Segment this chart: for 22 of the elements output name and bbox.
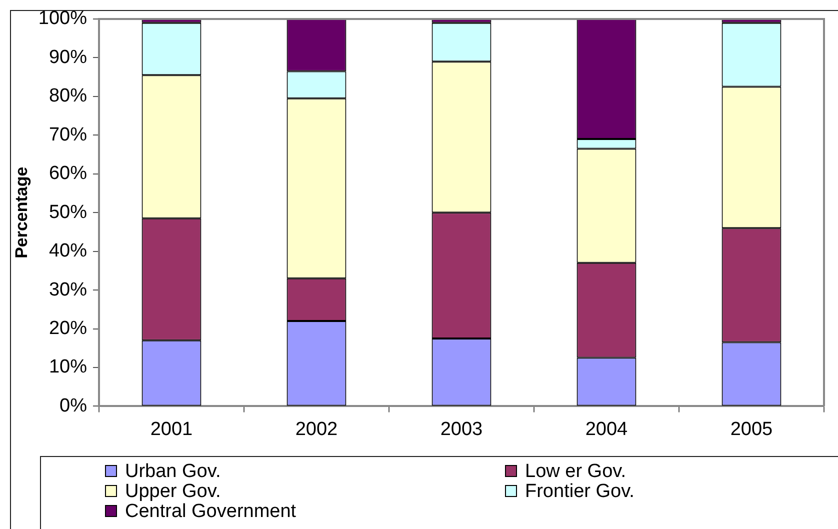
x-tick-label: 2004 (585, 418, 628, 440)
legend-label: Low er Gov. (525, 461, 626, 482)
x-tick-label: 2002 (295, 418, 338, 440)
legend-label: Central Government (125, 501, 297, 522)
y-tick-label: 60% (48, 163, 88, 184)
y-tick-label: 30% (48, 279, 88, 300)
x-tick-label: 2003 (440, 418, 483, 440)
legend-label: Upper Gov. (125, 481, 221, 502)
y-tick-label: 70% (48, 124, 88, 146)
x-tick-label: 2005 (730, 418, 773, 440)
y-tick-label: 100% (38, 8, 88, 30)
y-tick-label: 90% (48, 46, 88, 68)
y-tick-label: 10% (48, 356, 88, 378)
y-tick-label: 40% (48, 240, 88, 262)
y-tick-label: 20% (48, 318, 88, 339)
y-axis-title: Percentage (12, 166, 31, 258)
legend-label: Urban Gov. (125, 461, 221, 482)
y-tick-label: 0% (60, 395, 88, 416)
x-tick-label: 2001 (150, 418, 193, 440)
legend-label: Frontier Gov. (525, 481, 634, 502)
y-tick-label: 50% (48, 202, 88, 223)
y-tick-label: 80% (48, 86, 88, 107)
